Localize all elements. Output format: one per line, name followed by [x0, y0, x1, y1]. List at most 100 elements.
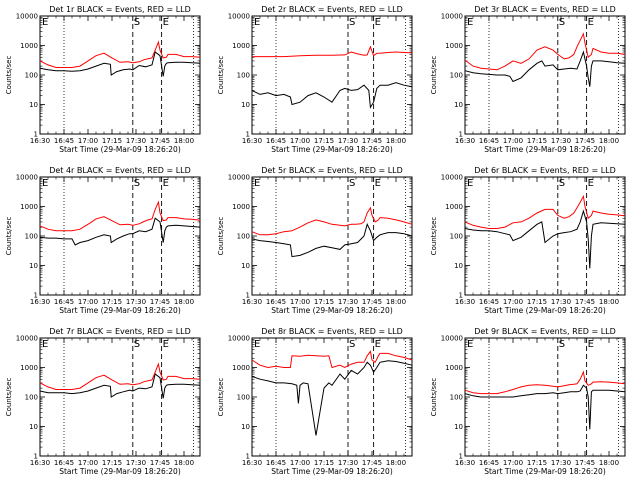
x-tick-label: 17:00	[290, 137, 310, 145]
x-tick-label: 17:00	[503, 137, 523, 145]
x-tick-label: 17:15	[527, 298, 547, 306]
panel-2: 1 10 100 1000 10000 16:30 16:45 17:00 17:15 17:30…	[217, 5, 413, 154]
x-tick-label: 17:15	[102, 298, 122, 306]
y-axis-label: Counts/sec	[430, 378, 438, 417]
x-tick-label: 17:00	[503, 298, 523, 306]
y-tick-label: 100	[25, 72, 38, 80]
x-axis-label: Start Time (29-Mar-09 18:26:20)	[271, 145, 393, 154]
series-events-line	[464, 50, 626, 87]
x-tick-label: 17:15	[102, 137, 122, 145]
y-tick-label: 10	[241, 423, 250, 431]
plot-frame	[39, 176, 201, 296]
marker-label-e: E	[375, 339, 381, 350]
x-tick-label: 17:15	[527, 137, 547, 145]
y-tick-label: 10	[29, 101, 38, 109]
x-tick-label: 17:00	[78, 298, 98, 306]
marker-label-e: E	[163, 339, 169, 350]
y-tick-label: 1000	[20, 203, 38, 211]
marker-label-start: E	[254, 17, 260, 28]
y-tick-label: 1000	[445, 203, 463, 211]
panel-9: 1 10 100 1000 10000 16:30 16:45 17:00 17:15 17:30…	[430, 327, 626, 476]
y-axis-label: Counts/sec	[5, 378, 13, 417]
y-tick-label: 1	[246, 292, 250, 300]
panel-title: Det 4r BLACK = Events, RED = LLD	[49, 166, 191, 175]
x-tick-label: 17:30	[126, 459, 146, 467]
x-tick-label: 18:00	[599, 459, 619, 467]
marker-label-s: S	[349, 17, 355, 28]
panel-title: Det 8r BLACK = Events, RED = LLD	[261, 327, 403, 336]
x-tick-label: 16:30	[30, 137, 50, 145]
y-axis-label: Counts/sec	[430, 56, 438, 95]
series-lld-line	[464, 194, 626, 229]
plot-frame	[39, 15, 201, 135]
y-tick-label: 1	[34, 453, 38, 461]
y-tick-label: 100	[450, 233, 463, 241]
y-tick-label: 1	[459, 131, 463, 139]
y-tick-label: 1	[459, 453, 463, 461]
y-tick-label: 100	[25, 233, 38, 241]
series-lld-line	[251, 206, 413, 236]
x-tick-label: 18:00	[386, 298, 406, 306]
series-events-line	[39, 373, 201, 399]
x-tick-label: 16:45	[479, 298, 499, 306]
y-axis-label: Counts/sec	[217, 378, 225, 417]
y-tick-label: 1	[34, 131, 38, 139]
y-tick-label: 10	[454, 423, 463, 431]
panel-title: Det 3r BLACK = Events, RED = LLD	[474, 5, 616, 14]
x-tick-label: 16:30	[242, 137, 262, 145]
marker-label-start: E	[254, 339, 260, 350]
series-events-line	[251, 82, 413, 109]
x-tick-label: 17:15	[314, 137, 334, 145]
y-axis-label: Counts/sec	[430, 217, 438, 256]
series-lld-line	[464, 370, 626, 395]
y-axis-label: Counts/sec	[217, 56, 225, 95]
series-lld-line	[39, 40, 201, 68]
x-axis-label: Start Time (29-Mar-09 18:26:20)	[271, 306, 393, 315]
x-tick-label: 17:30	[338, 459, 358, 467]
y-tick-label: 1	[459, 292, 463, 300]
x-tick-label: 17:45	[150, 459, 170, 467]
series-events-line	[464, 384, 626, 430]
x-tick-label: 16:30	[455, 459, 475, 467]
panel-6: 1 10 100 1000 10000 16:30 16:45 17:00 17:15 17:30…	[430, 166, 626, 315]
panel-title: Det 5r BLACK = Events, RED = LLD	[261, 166, 403, 175]
x-tick-label: 17:45	[150, 298, 170, 306]
x-tick-label: 16:45	[54, 459, 74, 467]
marker-label-e: E	[375, 17, 381, 28]
series-lld-line	[464, 32, 626, 71]
y-tick-label: 100	[450, 394, 463, 402]
x-tick-label: 17:15	[314, 459, 334, 467]
x-tick-label: 16:30	[30, 298, 50, 306]
series-events-line	[251, 222, 413, 258]
series-lld-line	[251, 350, 413, 369]
x-tick-label: 18:00	[174, 298, 194, 306]
y-tick-label: 100	[237, 72, 250, 80]
y-tick-label: 10000	[228, 174, 250, 182]
x-tick-label: 16:45	[479, 137, 499, 145]
marker-label-e: E	[375, 178, 381, 189]
x-tick-label: 16:30	[30, 459, 50, 467]
y-tick-label: 10	[29, 262, 38, 270]
panel-5: 1 10 100 1000 10000 16:30 16:45 17:00 17:15 17:30…	[217, 166, 413, 315]
panel-3: 1 10 100 1000 10000 16:30 16:45 17:00 17:15 17:30…	[430, 5, 626, 154]
panel-title: Det 9r BLACK = Events, RED = LLD	[474, 327, 616, 336]
x-tick-label: 17:30	[551, 137, 571, 145]
x-tick-label: 16:30	[455, 137, 475, 145]
y-tick-label: 10	[241, 101, 250, 109]
x-tick-label: 16:30	[242, 459, 262, 467]
y-tick-label: 10	[241, 262, 250, 270]
y-tick-label: 100	[237, 394, 250, 402]
marker-label-s: S	[134, 178, 140, 189]
x-axis-label: Start Time (29-Mar-09 18:26:20)	[59, 306, 181, 315]
y-tick-label: 10000	[228, 335, 250, 343]
y-tick-label: 1	[246, 131, 250, 139]
x-tick-label: 18:00	[599, 137, 619, 145]
y-tick-label: 100	[450, 72, 463, 80]
marker-label-s: S	[349, 178, 355, 189]
y-tick-label: 10000	[441, 335, 463, 343]
x-tick-label: 17:30	[126, 298, 146, 306]
series-events-line	[464, 209, 626, 269]
marker-label-start: E	[467, 339, 473, 350]
x-tick-label: 16:45	[54, 298, 74, 306]
x-tick-label: 17:45	[362, 459, 382, 467]
